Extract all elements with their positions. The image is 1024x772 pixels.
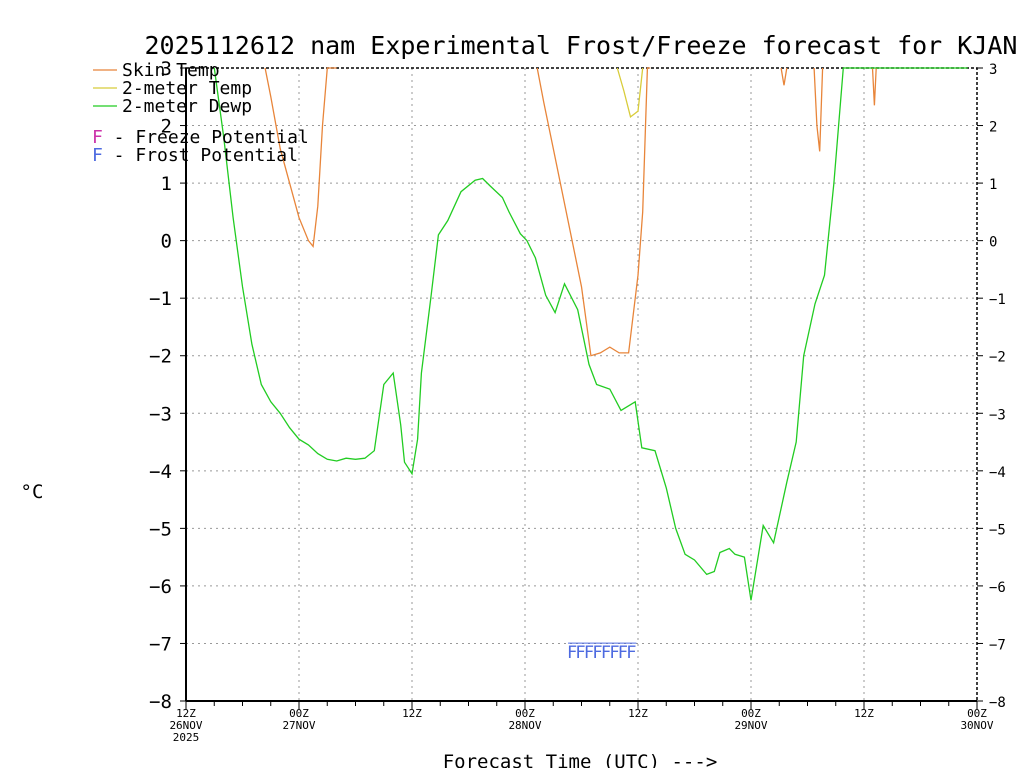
x-tick-label: 26NOV: [169, 719, 202, 732]
frost-mark: F: [575, 643, 585, 663]
2-meter-temp-line: [616, 67, 644, 119]
y-tick-label: −5: [149, 518, 172, 540]
grid-layer: [186, 68, 977, 701]
legend-frost-potential: F - Frost Potential: [92, 145, 298, 166]
y-axis-label: °C: [21, 481, 44, 503]
chart-title: 2025112612 nam Experimental Frost/Freeze…: [145, 31, 1018, 60]
y-tick-label-right: −6: [989, 580, 1006, 596]
y-tick-label: 3: [161, 58, 172, 80]
legend-label-2-meter-temp: 2-meter Temp: [122, 78, 252, 99]
y-tick-label-right: 2: [989, 120, 997, 136]
x-tick-label: 12Z: [854, 707, 874, 720]
frost-mark: F: [609, 643, 619, 663]
x-tick-label: 00Z: [515, 707, 535, 720]
y-tick-label-right: −3: [989, 407, 1006, 423]
y-tick-label: −4: [149, 461, 172, 483]
x-tick-label: 00Z: [967, 707, 987, 720]
y-tick-label: −6: [149, 576, 172, 598]
x-tick-label: 12Z: [176, 707, 196, 720]
y-tick-label: −7: [149, 633, 172, 655]
frost-mark: F: [567, 643, 577, 663]
plot-frame: [185, 67, 978, 702]
y-tick-label-right: −4: [989, 465, 1006, 481]
legend-frost-text: - Frost Potential: [103, 145, 298, 166]
y-tick-label-right: 1: [989, 177, 997, 193]
x-tick-label: 29NOV: [734, 719, 767, 732]
y-tick-label: 2: [161, 116, 172, 138]
skin-temp-line-segment: [871, 67, 877, 106]
frost-mark: F: [618, 643, 628, 663]
legend-freeze-letter: F: [92, 127, 103, 148]
x-tick-label: 27NOV: [282, 719, 315, 732]
y-tick-label-right: −5: [989, 522, 1006, 538]
x-tick-label: 2025: [173, 731, 200, 744]
legend-label-2-meter-dewp: 2-meter Dewp: [122, 96, 252, 117]
y-tick-label: −8: [149, 691, 172, 713]
y-tick-label: 0: [161, 231, 172, 253]
x-tick-label: 00Z: [289, 707, 309, 720]
legend-label-skin-temp: Skin Temp: [122, 60, 220, 81]
y-tick-label-right: −7: [989, 637, 1006, 653]
frost-mark: F: [601, 643, 611, 663]
series-layer: [213, 67, 968, 601]
legend-freeze-text: - Freeze Potential: [103, 127, 309, 148]
y-tick-label-right: −2: [989, 350, 1006, 366]
x-tick-label: 00Z: [741, 707, 761, 720]
skin-temp-line-segment: [813, 67, 824, 152]
y-tick-label: −1: [149, 288, 172, 310]
y-tick-label-right: −8: [989, 695, 1006, 711]
x-tick-label: 12Z: [402, 707, 422, 720]
legend-freeze-potential: F - Freeze Potential: [92, 127, 309, 148]
x-axis-label: Forecast Time (UTC) --->: [443, 751, 718, 768]
2-meter-dewp-line: [213, 67, 968, 601]
y-tick-label: 1: [161, 173, 172, 195]
x-tick-label: 28NOV: [508, 719, 541, 732]
x-tick-label: 12Z: [628, 707, 648, 720]
y-tick-label-right: −1: [989, 292, 1006, 308]
y-tick-label: −3: [149, 403, 172, 425]
skin-temp-line-segment: [536, 67, 651, 357]
frost-mark: F: [592, 643, 602, 663]
y-tick-label-right: 0: [989, 235, 997, 251]
frost-mark: F: [626, 643, 636, 663]
x-tick-label: 30NOV: [960, 719, 993, 732]
y-tick-label: −2: [149, 346, 172, 368]
skin-temp-line-segment: [780, 67, 788, 86]
skin-temp-line: [264, 67, 337, 249]
frost-mark: F: [584, 643, 594, 663]
legend-frost-letter: F: [92, 145, 103, 166]
y-tick-label-right: 3: [989, 62, 997, 78]
axis-layer: −8 −8 −7 −7 −6 −6 −5 −5 −4 −4 −3 −3 −2 −2 −1 −1 0 0 1 1 2 2 3 3…: [149, 58, 1006, 744]
